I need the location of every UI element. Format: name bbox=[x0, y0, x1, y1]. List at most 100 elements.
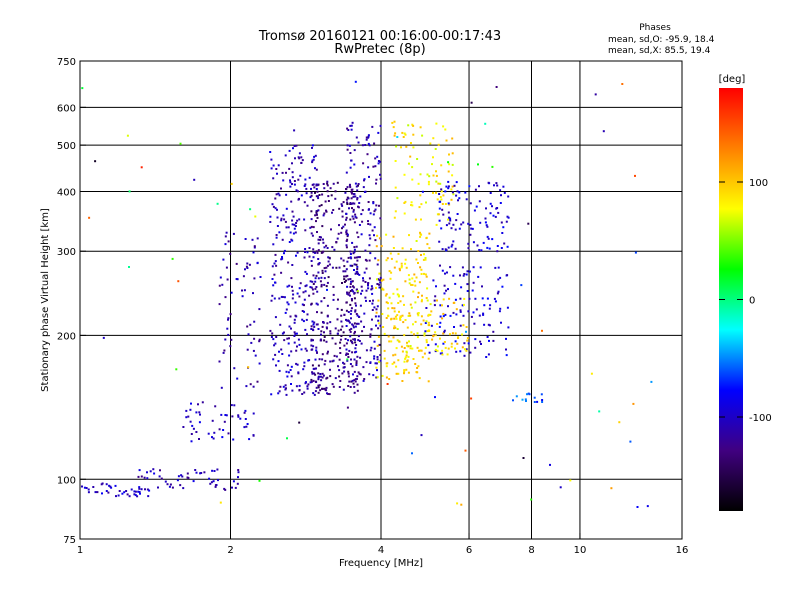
data-point bbox=[385, 317, 388, 319]
data-point bbox=[203, 471, 206, 474]
data-point bbox=[316, 251, 319, 254]
data-point bbox=[345, 212, 348, 215]
colorbar-unit-label: [deg] bbox=[719, 74, 746, 85]
data-point bbox=[351, 280, 354, 283]
x-tick-label: 4 bbox=[378, 545, 384, 556]
data-point bbox=[301, 303, 304, 306]
data-point bbox=[362, 366, 365, 369]
data-point bbox=[336, 332, 339, 335]
data-point bbox=[348, 144, 351, 147]
data-point bbox=[369, 223, 372, 226]
data-point bbox=[314, 251, 316, 254]
data-point bbox=[377, 335, 380, 338]
data-point bbox=[340, 320, 343, 323]
data-point bbox=[399, 317, 401, 320]
data-point bbox=[313, 186, 316, 189]
data-point bbox=[363, 378, 366, 380]
data-point bbox=[320, 276, 323, 279]
data-point bbox=[282, 179, 285, 182]
data-point bbox=[456, 342, 459, 345]
data-point bbox=[283, 339, 286, 342]
data-point bbox=[439, 304, 442, 307]
data-point bbox=[348, 380, 351, 383]
data-point bbox=[284, 388, 287, 391]
data-point bbox=[411, 204, 414, 207]
data-point bbox=[450, 345, 453, 348]
data-point bbox=[435, 223, 438, 226]
data-point bbox=[360, 320, 363, 323]
data-point bbox=[459, 274, 461, 277]
data-point bbox=[456, 190, 459, 193]
data-point bbox=[472, 311, 475, 314]
data-point bbox=[323, 339, 326, 342]
data-point bbox=[488, 307, 491, 310]
data-point bbox=[481, 297, 484, 300]
data-point bbox=[278, 369, 281, 372]
data-point bbox=[317, 238, 320, 241]
data-point bbox=[298, 295, 301, 298]
data-point bbox=[471, 289, 474, 292]
data-point bbox=[254, 215, 257, 218]
data-point bbox=[293, 318, 296, 321]
data-point bbox=[370, 328, 373, 331]
data-point bbox=[347, 129, 350, 131]
data-point bbox=[351, 264, 354, 267]
data-point bbox=[294, 225, 297, 227]
data-point bbox=[190, 402, 192, 405]
data-point bbox=[303, 304, 305, 307]
grid-lines bbox=[80, 61, 682, 539]
data-point bbox=[447, 187, 450, 190]
data-point bbox=[485, 207, 487, 210]
data-point bbox=[487, 237, 490, 240]
data-point bbox=[347, 339, 349, 342]
data-point bbox=[431, 163, 433, 166]
data-point bbox=[322, 241, 325, 244]
data-point bbox=[394, 315, 397, 318]
data-point bbox=[336, 237, 339, 240]
data-point bbox=[396, 136, 399, 138]
data-point bbox=[329, 187, 332, 190]
data-point bbox=[306, 313, 309, 316]
data-point bbox=[373, 234, 375, 237]
data-point bbox=[328, 393, 331, 396]
data-point bbox=[302, 368, 305, 371]
data-point bbox=[338, 358, 341, 361]
data-point bbox=[297, 156, 300, 159]
data-point bbox=[222, 351, 225, 354]
data-point bbox=[334, 327, 337, 330]
data-point bbox=[335, 266, 338, 269]
data-point bbox=[429, 303, 432, 306]
chart-subtitle: RwPretec (8p) bbox=[334, 42, 425, 57]
data-point bbox=[416, 371, 419, 374]
data-point bbox=[296, 219, 299, 222]
data-point bbox=[220, 386, 223, 389]
data-point bbox=[317, 378, 320, 381]
data-point bbox=[343, 344, 346, 347]
data-point bbox=[364, 296, 367, 299]
data-point bbox=[353, 322, 356, 325]
data-point bbox=[452, 223, 455, 226]
data-point bbox=[340, 257, 343, 260]
data-point bbox=[312, 345, 315, 348]
data-point bbox=[450, 227, 453, 230]
data-point bbox=[349, 186, 352, 189]
data-point bbox=[277, 392, 280, 395]
data-point bbox=[306, 333, 308, 336]
data-point bbox=[420, 268, 423, 271]
data-point bbox=[350, 380, 353, 383]
data-point bbox=[364, 258, 367, 261]
data-point bbox=[118, 490, 121, 492]
data-point bbox=[349, 330, 352, 333]
data-point bbox=[293, 145, 296, 147]
data-point bbox=[319, 373, 322, 375]
data-point bbox=[409, 347, 412, 350]
data-point bbox=[298, 389, 301, 392]
data-point bbox=[451, 137, 454, 140]
data-point bbox=[288, 241, 291, 243]
data-point bbox=[406, 326, 409, 329]
data-point bbox=[344, 270, 347, 273]
data-point bbox=[295, 144, 298, 147]
data-point bbox=[346, 235, 349, 238]
